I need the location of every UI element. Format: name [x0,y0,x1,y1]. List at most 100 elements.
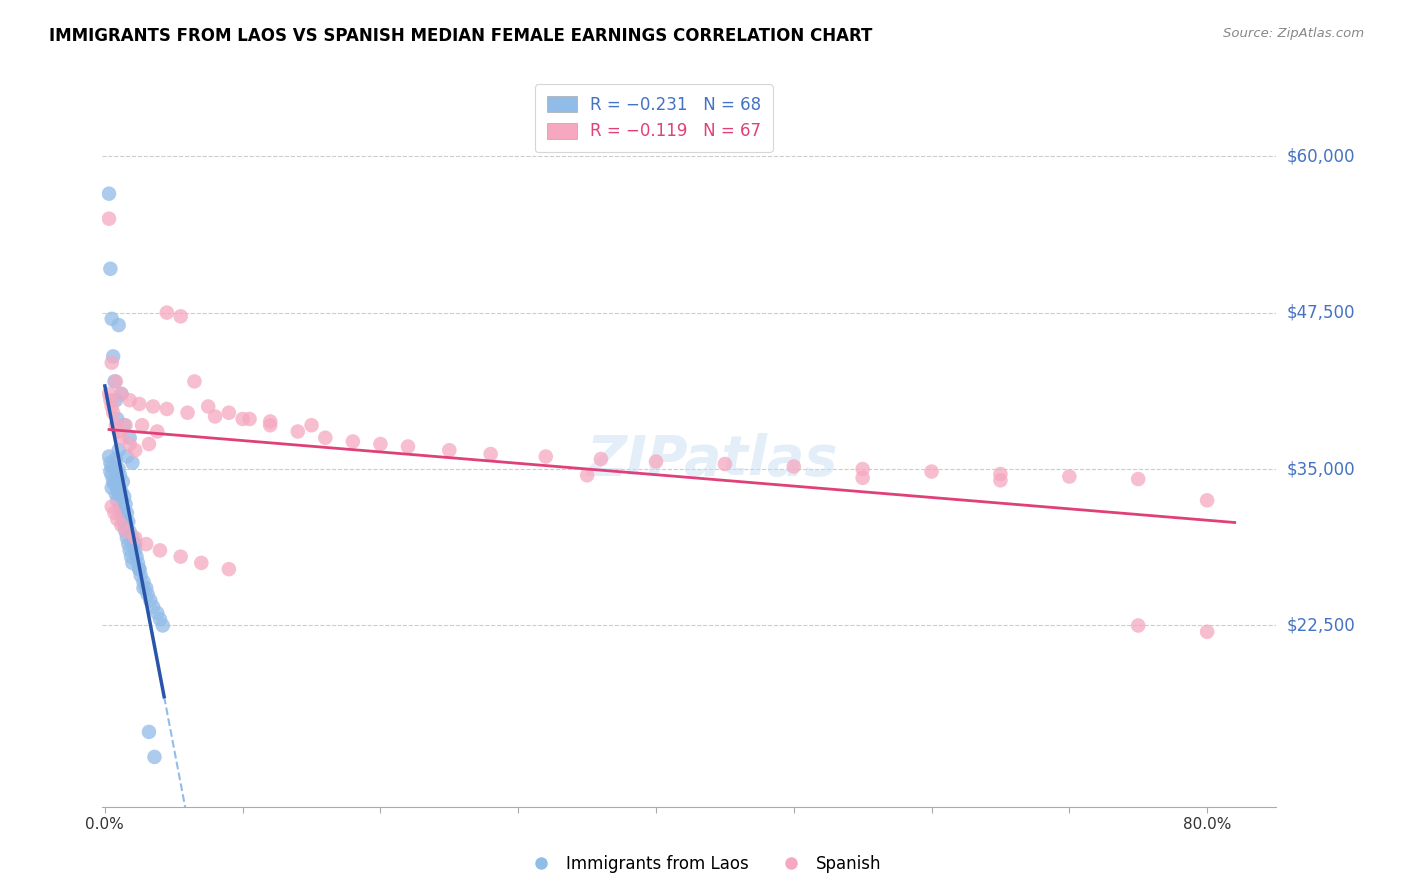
Point [100,393,122,408]
Point [439,443,461,458]
Point [98,450,121,464]
Point [98,186,121,201]
Point [142,400,165,414]
Point [107,443,129,458]
Point [107,487,129,501]
Text: IMMIGRANTS FROM LAOS VS SPANISH MEDIAN FEMALE EARNINGS CORRELATION CHART: IMMIGRANTS FROM LAOS VS SPANISH MEDIAN F… [49,27,873,45]
Point [149,612,172,626]
Point [238,412,260,426]
Point [370,437,392,451]
Point [127,556,149,570]
Point [131,418,153,433]
Point [114,497,136,511]
Point [135,537,157,551]
Point [149,543,172,558]
Point [135,581,157,595]
Point [124,531,146,545]
Point [118,543,141,558]
Point [107,318,129,332]
Point [104,472,127,486]
Point [112,418,135,433]
Point [101,406,124,420]
Point [852,471,875,485]
Point [100,500,122,514]
Point [139,593,162,607]
Point [100,459,122,474]
Point [110,387,132,401]
Point [169,310,191,324]
Point [107,425,129,439]
Text: $60,000: $60,000 [1286,147,1355,165]
Point [714,457,737,471]
Point [115,450,138,464]
Point [1197,493,1219,508]
Point [121,556,143,570]
Point [100,481,122,495]
Point [287,425,309,439]
Point [105,481,128,495]
Point [576,468,599,483]
Point [110,506,132,520]
Point [138,437,160,451]
Point [118,437,141,451]
Point [110,387,132,401]
Point [479,447,502,461]
Point [122,537,145,551]
Point [132,574,155,589]
Point [342,434,364,449]
Point [990,473,1012,487]
Point [108,500,131,514]
Point [190,556,212,570]
Point [124,543,146,558]
Point [534,450,557,464]
Point [100,261,122,276]
Point [396,440,419,454]
Point [259,415,281,429]
Point [105,412,128,426]
Point [645,454,668,468]
Text: ZIPatlas: ZIPatlas [586,433,838,487]
Point [132,581,155,595]
Point [104,487,127,501]
Point [183,375,205,389]
Point [103,477,125,491]
Point [104,418,127,433]
Point [114,524,136,539]
Point [143,750,166,764]
Point [146,425,169,439]
Point [156,305,179,319]
Point [146,606,169,620]
Point [129,568,152,582]
Point [98,211,121,226]
Point [103,462,125,476]
Point [110,484,132,499]
Point [128,562,150,576]
Point [124,537,146,551]
Point [100,465,122,479]
Point [118,524,141,539]
Text: $22,500: $22,500 [1286,616,1355,634]
Point [204,409,226,424]
Point [115,506,138,520]
Point [115,531,138,545]
Point [105,512,128,526]
Point [100,468,122,483]
Point [152,618,174,632]
Point [100,456,122,470]
Point [921,465,943,479]
Point [103,506,125,520]
Point [852,462,875,476]
Point [1059,469,1081,483]
Point [117,515,139,529]
Point [589,452,612,467]
Point [232,412,254,426]
Legend: R = −0.231   N = 68, R = −0.119   N = 67: R = −0.231 N = 68, R = −0.119 N = 67 [534,84,773,152]
Point [218,562,240,576]
Point [1128,472,1150,486]
Point [136,587,159,601]
Point [114,418,136,433]
Point [1128,618,1150,632]
Point [98,387,121,401]
Point [1197,624,1219,639]
Point [128,397,150,411]
